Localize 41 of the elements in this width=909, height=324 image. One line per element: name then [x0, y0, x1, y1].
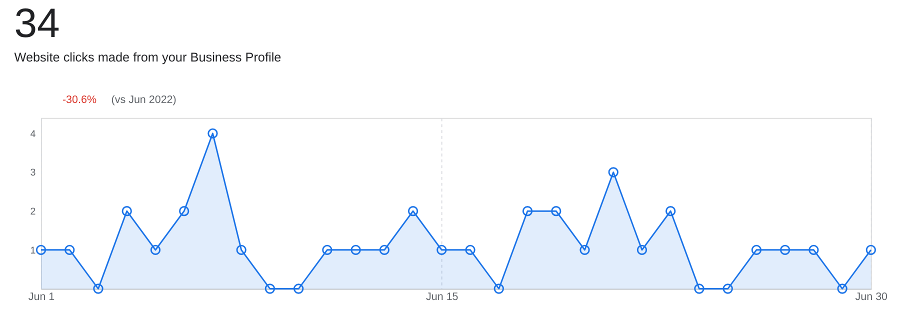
point	[293, 284, 304, 294]
point	[178, 206, 190, 216]
point	[93, 284, 104, 294]
point	[36, 244, 46, 256]
point	[551, 206, 562, 216]
chart-title: 34	[14, 0, 60, 46]
point	[379, 244, 390, 256]
point	[608, 167, 618, 178]
chart-subtitle: Website clicks made from your Business Profile	[14, 50, 282, 64]
point	[808, 244, 819, 256]
y-tick-label: 3	[30, 168, 36, 179]
x-tick-label: Jun 1	[28, 290, 55, 303]
point	[780, 244, 790, 256]
point	[408, 206, 418, 216]
point	[580, 244, 590, 256]
point	[465, 244, 476, 256]
point	[751, 244, 762, 256]
point	[122, 206, 132, 216]
point	[150, 244, 161, 256]
point	[322, 244, 332, 256]
point	[64, 244, 75, 256]
point	[494, 284, 504, 294]
point	[837, 284, 848, 294]
y-tick-label: 1	[30, 245, 36, 256]
x-tick-label: Jun 30	[855, 290, 888, 303]
point	[522, 206, 533, 216]
point	[636, 244, 648, 256]
point	[350, 244, 361, 256]
y-tick-label: 2	[30, 206, 36, 218]
point	[866, 244, 876, 256]
point	[208, 128, 218, 139]
point	[236, 244, 246, 256]
point	[264, 284, 276, 294]
point	[436, 244, 447, 256]
point	[694, 284, 704, 294]
point	[722, 284, 733, 294]
point	[665, 206, 676, 216]
y-tick-label: 4	[30, 128, 36, 140]
text: -30.6%	[62, 94, 97, 106]
x-tick-label: Jun 15	[426, 290, 458, 303]
text: (vs Jun 2022)	[111, 94, 176, 106]
